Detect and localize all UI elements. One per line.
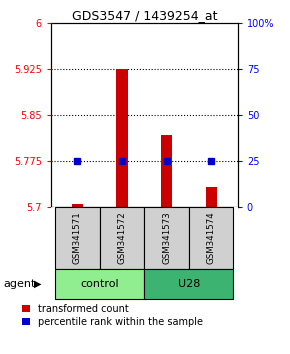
Bar xyxy=(72,204,83,207)
Text: U28: U28 xyxy=(177,279,200,289)
Text: GSM341571: GSM341571 xyxy=(73,212,82,264)
Text: GSM341574: GSM341574 xyxy=(206,212,215,264)
Bar xyxy=(55,207,100,269)
Text: ▶: ▶ xyxy=(34,279,41,289)
Bar xyxy=(144,269,233,299)
Text: control: control xyxy=(80,279,119,289)
Text: GSM341573: GSM341573 xyxy=(162,212,171,264)
Bar xyxy=(189,207,233,269)
Legend: transformed count, percentile rank within the sample: transformed count, percentile rank withi… xyxy=(22,304,202,327)
Bar xyxy=(100,207,144,269)
Bar xyxy=(206,188,217,207)
Bar xyxy=(117,69,128,207)
Bar xyxy=(144,207,189,269)
Text: GSM341572: GSM341572 xyxy=(117,212,126,264)
Bar xyxy=(161,135,172,207)
Title: GDS3547 / 1439254_at: GDS3547 / 1439254_at xyxy=(72,9,217,22)
Bar xyxy=(55,269,144,299)
Text: agent: agent xyxy=(3,279,35,289)
